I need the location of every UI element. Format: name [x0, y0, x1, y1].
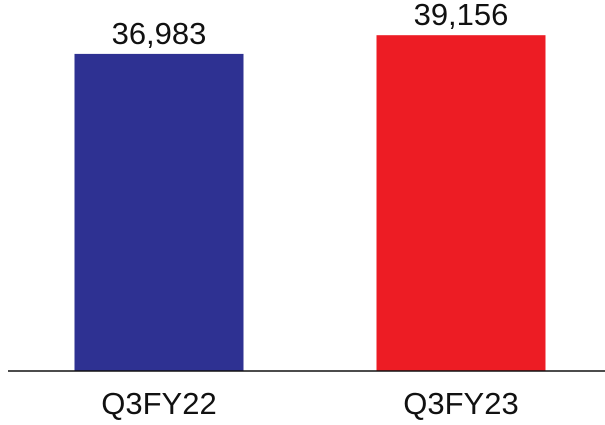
value-label-q3fy23: 39,156 — [414, 0, 509, 32]
value-labels-group: 36,983 39,156 — [112, 0, 509, 51]
bar-q3fy22 — [74, 53, 244, 372]
bars-group — [74, 35, 546, 372]
x-tick-label-q3fy23: Q3FY23 — [403, 386, 518, 421]
bar-q3fy23 — [376, 35, 546, 371]
x-tick-labels-group: Q3FY22 Q3FY23 — [101, 386, 518, 421]
x-tick-label-q3fy22: Q3FY22 — [101, 386, 216, 421]
value-label-q3fy22: 36,983 — [112, 16, 207, 51]
